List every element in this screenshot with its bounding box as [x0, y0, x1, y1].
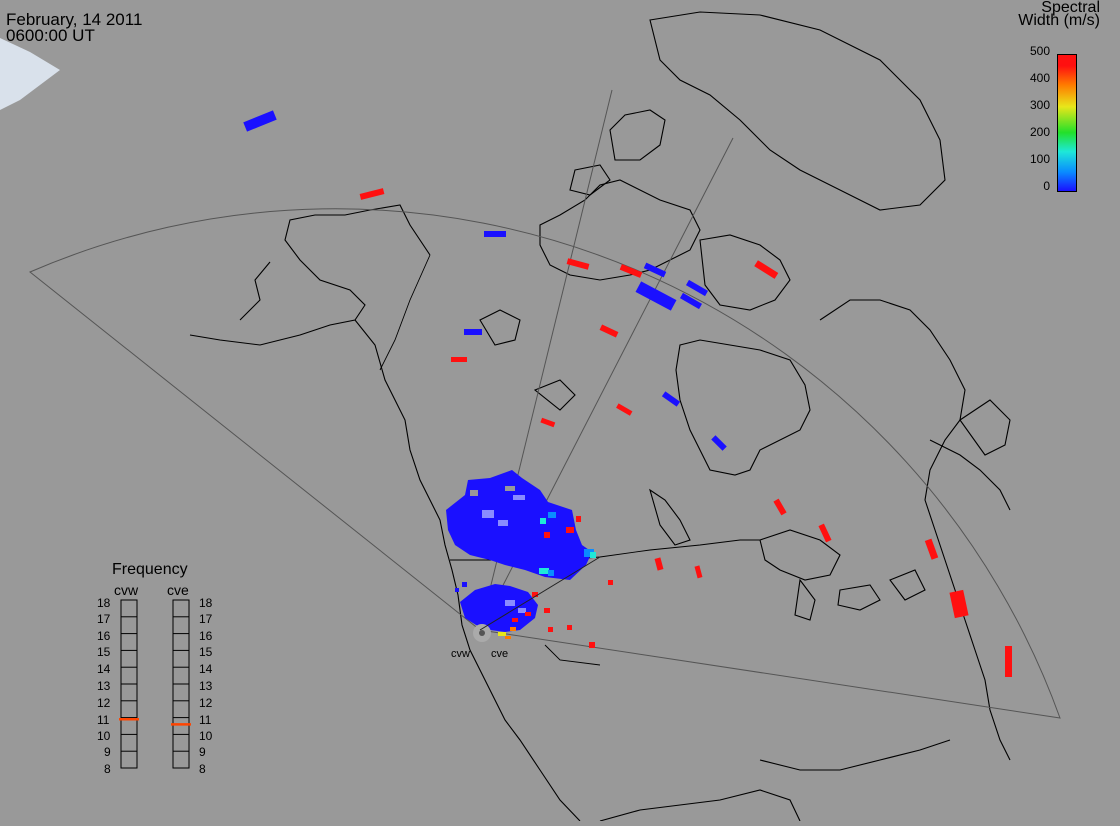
- colorbar-tick-500: 500: [1029, 44, 1050, 58]
- radar-site-marker: [473, 556, 601, 642]
- colorbar-tick-100: 100: [1029, 152, 1050, 166]
- radar-label-cvw: cvw: [451, 648, 470, 660]
- date-label: February, 14 2011: [6, 10, 143, 29]
- frequency-col-cvw: cvw: [114, 582, 139, 598]
- freq-left-9: 9: [104, 745, 111, 759]
- freq-right-11: 11: [199, 713, 212, 727]
- radar-label-cve: cve: [491, 648, 509, 660]
- freq-right-10: 10: [199, 729, 213, 743]
- time-label: 0600:00 UT: [6, 26, 95, 45]
- colorbar-title-line1: Spectral: [1041, 0, 1100, 16]
- colorbar: [1057, 54, 1077, 192]
- freq-left-15: 15: [97, 645, 111, 659]
- freq-left-10: 10: [97, 729, 111, 743]
- freq-left-8: 8: [104, 762, 111, 776]
- freq-right-9: 9: [199, 745, 206, 759]
- colorbar-tick-0: 0: [1043, 179, 1050, 193]
- freq-left-18: 18: [97, 596, 111, 610]
- freq-right-8: 8: [199, 762, 206, 776]
- echo-cluster-main: [446, 470, 596, 592]
- frequency-col-cve: cve: [167, 582, 189, 598]
- coastlines: [189, 11, 1011, 822]
- echo-cluster-near: [460, 584, 538, 639]
- freq-right-15: 15: [199, 645, 213, 659]
- freq-left-13: 13: [97, 679, 111, 693]
- freq-left-17: 17: [97, 612, 111, 626]
- freq-left-11: 11: [97, 713, 110, 727]
- colorbar-tick-400: 400: [1029, 71, 1050, 85]
- freq-left-14: 14: [97, 662, 111, 676]
- frequency-title: Frequency: [112, 561, 188, 578]
- colorbar-tick-200: 200: [1029, 125, 1050, 139]
- freq-left-16: 16: [97, 629, 111, 643]
- freq-left-12: 12: [97, 696, 111, 710]
- freq-right-17: 17: [199, 612, 213, 626]
- echo-cells: [243, 110, 1012, 677]
- freq-right-16: 16: [199, 629, 213, 643]
- freq-right-14: 14: [199, 662, 213, 676]
- colorbar-title-line2: Width (m/s): [1018, 12, 1100, 29]
- freq-right-18: 18: [199, 596, 213, 610]
- freq-right-13: 13: [199, 679, 213, 693]
- ice-region: [0, 38, 60, 110]
- colorbar-tick-300: 300: [1029, 98, 1050, 112]
- freq-right-12: 12: [199, 696, 213, 710]
